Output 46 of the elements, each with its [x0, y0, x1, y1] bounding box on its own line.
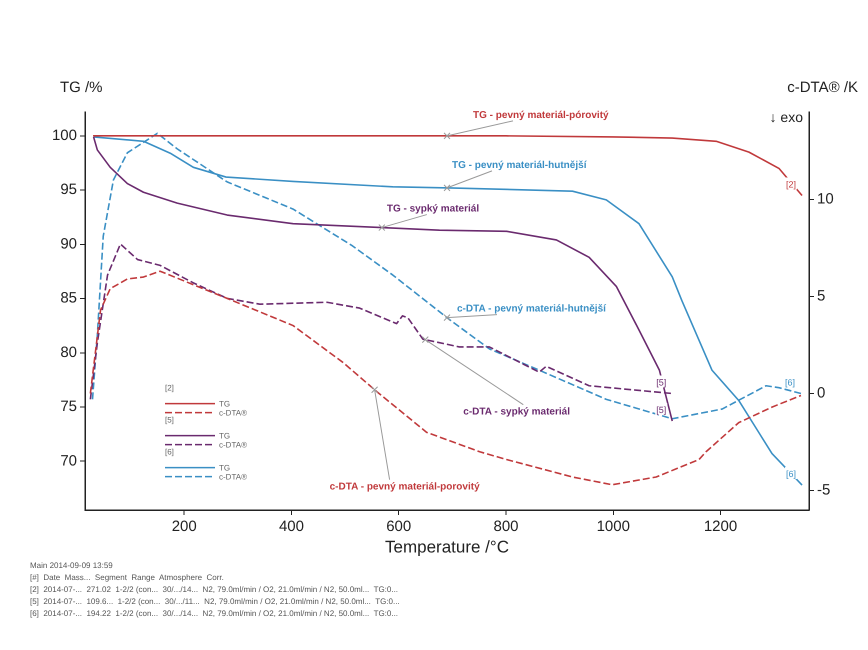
x-tick-label: 800 [493, 518, 519, 536]
y-tick-label: 100 [52, 127, 77, 144]
y-tick-label: 75 [60, 398, 77, 416]
y2-tick-label: 0 [817, 384, 826, 402]
annotation: [5] [656, 378, 666, 388]
series-label: TG - pevný materiál-pórovitý [473, 110, 610, 121]
y2-axis-title: c-DTA® /K [787, 79, 858, 96]
annotation: [5] [656, 405, 666, 416]
annotation: TG [219, 464, 230, 473]
annotation: [6] [786, 469, 796, 480]
text: [2] 2014-07-... 271.02 1-2/2 (con... 30/.../14... N2, 79.0ml/min / O2, 21.0ml/min / N2, 50.0ml... TG:0... [30, 584, 400, 596]
annotation: [6] [784, 378, 795, 388]
y-tick-label: 80 [60, 344, 77, 361]
y-tick-label: 95 [60, 181, 77, 198]
text: [6] 2014-07-... 194.22 1-2/2 (con... 30/.../14... N2, 79.0ml/min / O2, 21.0ml/min / N2, 50.0ml... TG:0... [30, 608, 400, 620]
y2-tick-label: 10 [817, 190, 834, 208]
annotation: TG [219, 400, 230, 409]
annotation: c-DTA® [219, 408, 248, 418]
annotation: [2] [786, 180, 796, 190]
annotation: [6] [165, 448, 174, 457]
y2-tick-label: -5 [817, 482, 830, 499]
text: [5] 2014-07-... 109.6... 1-2/2 (con... 30/.../11... N2, 79.0ml/min / O2, 21.0ml/min / N2, 50.0ml... TG:0... [30, 596, 401, 608]
annotation: TG [219, 432, 230, 441]
annotation: c-DTA® [219, 472, 248, 482]
text: Main 2014-09-09 13:59 [30, 560, 114, 572]
series-label: c-DTA - pevný materiál-hutnější [457, 304, 608, 315]
annotation: c-DTA® [219, 440, 248, 450]
text: c-DTA - sypký materiál [463, 406, 570, 418]
series-label: TG - pevný materiál-hutnější [452, 160, 588, 171]
y-tick-label: 90 [60, 235, 77, 252]
x-axis-title: Temperature /°C [385, 537, 509, 556]
annotation: ↓ exo [770, 109, 804, 125]
annotation: [5] [165, 416, 174, 425]
annotation: [2] [165, 384, 174, 393]
y-tick-label: 70 [60, 452, 77, 470]
text: c-DTA - pevný materiál-porovitý [330, 482, 480, 493]
x-tick-label: 1000 [596, 518, 630, 536]
x-tick-label: 600 [386, 518, 412, 536]
text: [#] Date Mass... Segment Range Atmosphere Corr. [30, 572, 225, 584]
y-axis-title: TG /% [60, 79, 103, 96]
y2-tick-label: 5 [817, 288, 826, 305]
x-tick-label: 1200 [704, 518, 738, 536]
x-tick-label: 400 [278, 518, 304, 536]
y-tick-label: 85 [60, 290, 77, 307]
x-tick-label: 200 [172, 518, 197, 536]
series-label: TG - sypký materiál [386, 204, 480, 215]
